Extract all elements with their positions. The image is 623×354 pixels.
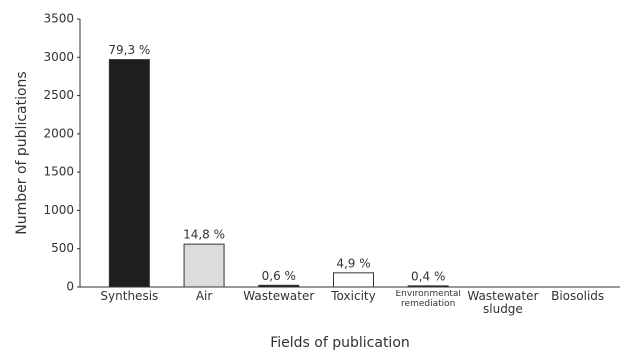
y-tick-label: 0 [66,280,74,294]
x-tick-label: Air [195,290,213,303]
bar [333,272,374,288]
annotation: 0,6 % [262,269,296,283]
y-tick-label: 2000 [43,126,74,140]
annotation: 79,3 % [108,43,150,57]
bar [108,59,150,288]
y-tick-label: 2500 [43,88,74,102]
y-tick-label: 3000 [43,50,74,64]
y-axis-title: Number of publications [14,71,30,234]
x-tick-label-box: Toxicity [331,290,376,303]
x-tick-label: Biosolids [551,290,605,303]
x-axis-title: Fields of publication [270,335,410,351]
x-tick-label-box: Wastewater sludge [467,290,539,317]
bar [407,285,449,288]
x-tick-label-box: Environmental remediation [395,290,461,309]
x-tick-label-box: Air [195,290,213,303]
y-tick-label: 1500 [43,165,74,179]
x-tick-label-box: Biosolids [551,290,605,303]
bar [258,284,300,288]
y-tick-label: 1000 [43,203,74,217]
x-tick-label: Synthesis [100,290,159,303]
annotation: 4,9 % [336,256,370,270]
x-tick-label: Wastewater sludge [467,290,539,317]
x-tick-label-box: Wastewater [243,290,315,303]
y-tick-label: 500 [51,241,74,255]
x-tick-label: Environmental remediation [395,290,461,309]
annotation: 0,4 % [411,269,445,283]
annotation: 14,8 % [183,228,225,242]
bar [183,243,225,288]
y-tick-label: 3500 [43,12,74,26]
x-tick-label-box: Synthesis [100,290,159,303]
x-tick-label: Wastewater [243,290,315,303]
x-tick-label: Toxicity [331,290,376,303]
